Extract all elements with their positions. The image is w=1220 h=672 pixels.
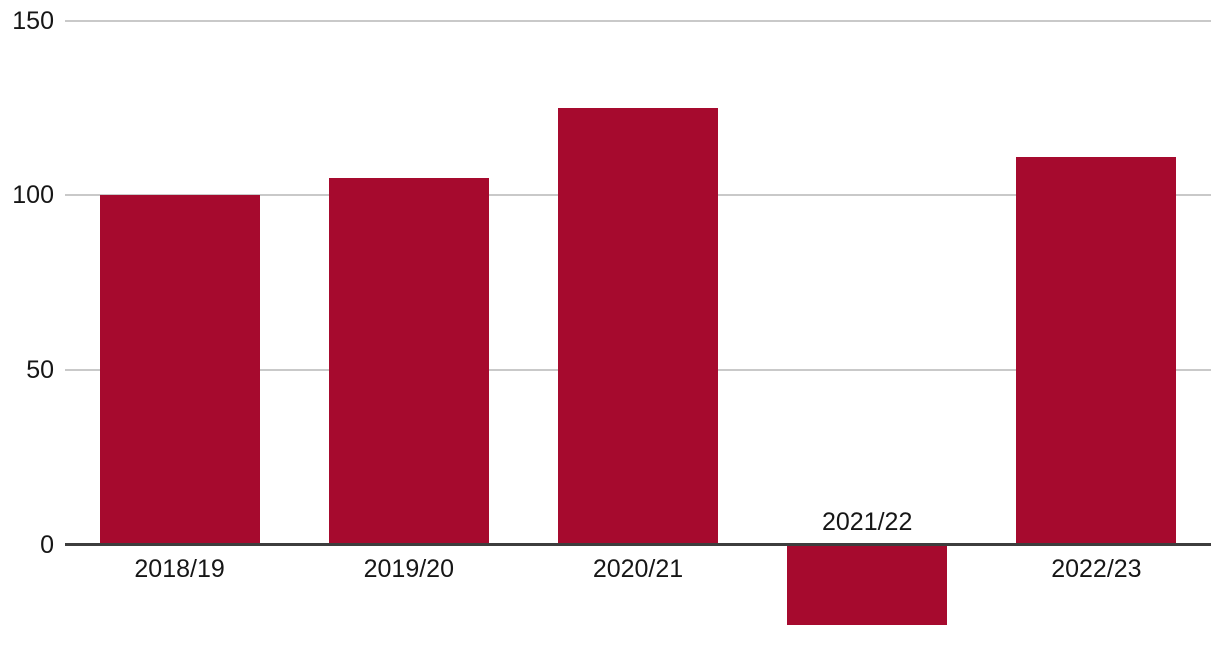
bar-2022-23 (1016, 156, 1177, 545)
x-tick-label: 2018/19 (134, 554, 225, 583)
bar-2021-22 (787, 544, 948, 625)
x-tick-label: 2020/21 (592, 554, 684, 583)
y-tick-label: 100 (12, 181, 54, 210)
x-tick-label: 2019/20 (363, 554, 454, 583)
x-axis-line (65, 543, 1211, 546)
y-tick-label: 50 (26, 355, 54, 384)
x-tick-label: 2022/23 (1051, 554, 1142, 583)
bar-2020-21 (558, 107, 718, 545)
y-tick-label: 0 (40, 530, 54, 559)
bar-2019-20 (328, 177, 489, 545)
gridline (65, 19, 1211, 22)
y-tick-label: 150 (12, 6, 54, 35)
bar-2018-19 (99, 195, 260, 545)
x-tick-label: 2021/22 (822, 507, 913, 536)
